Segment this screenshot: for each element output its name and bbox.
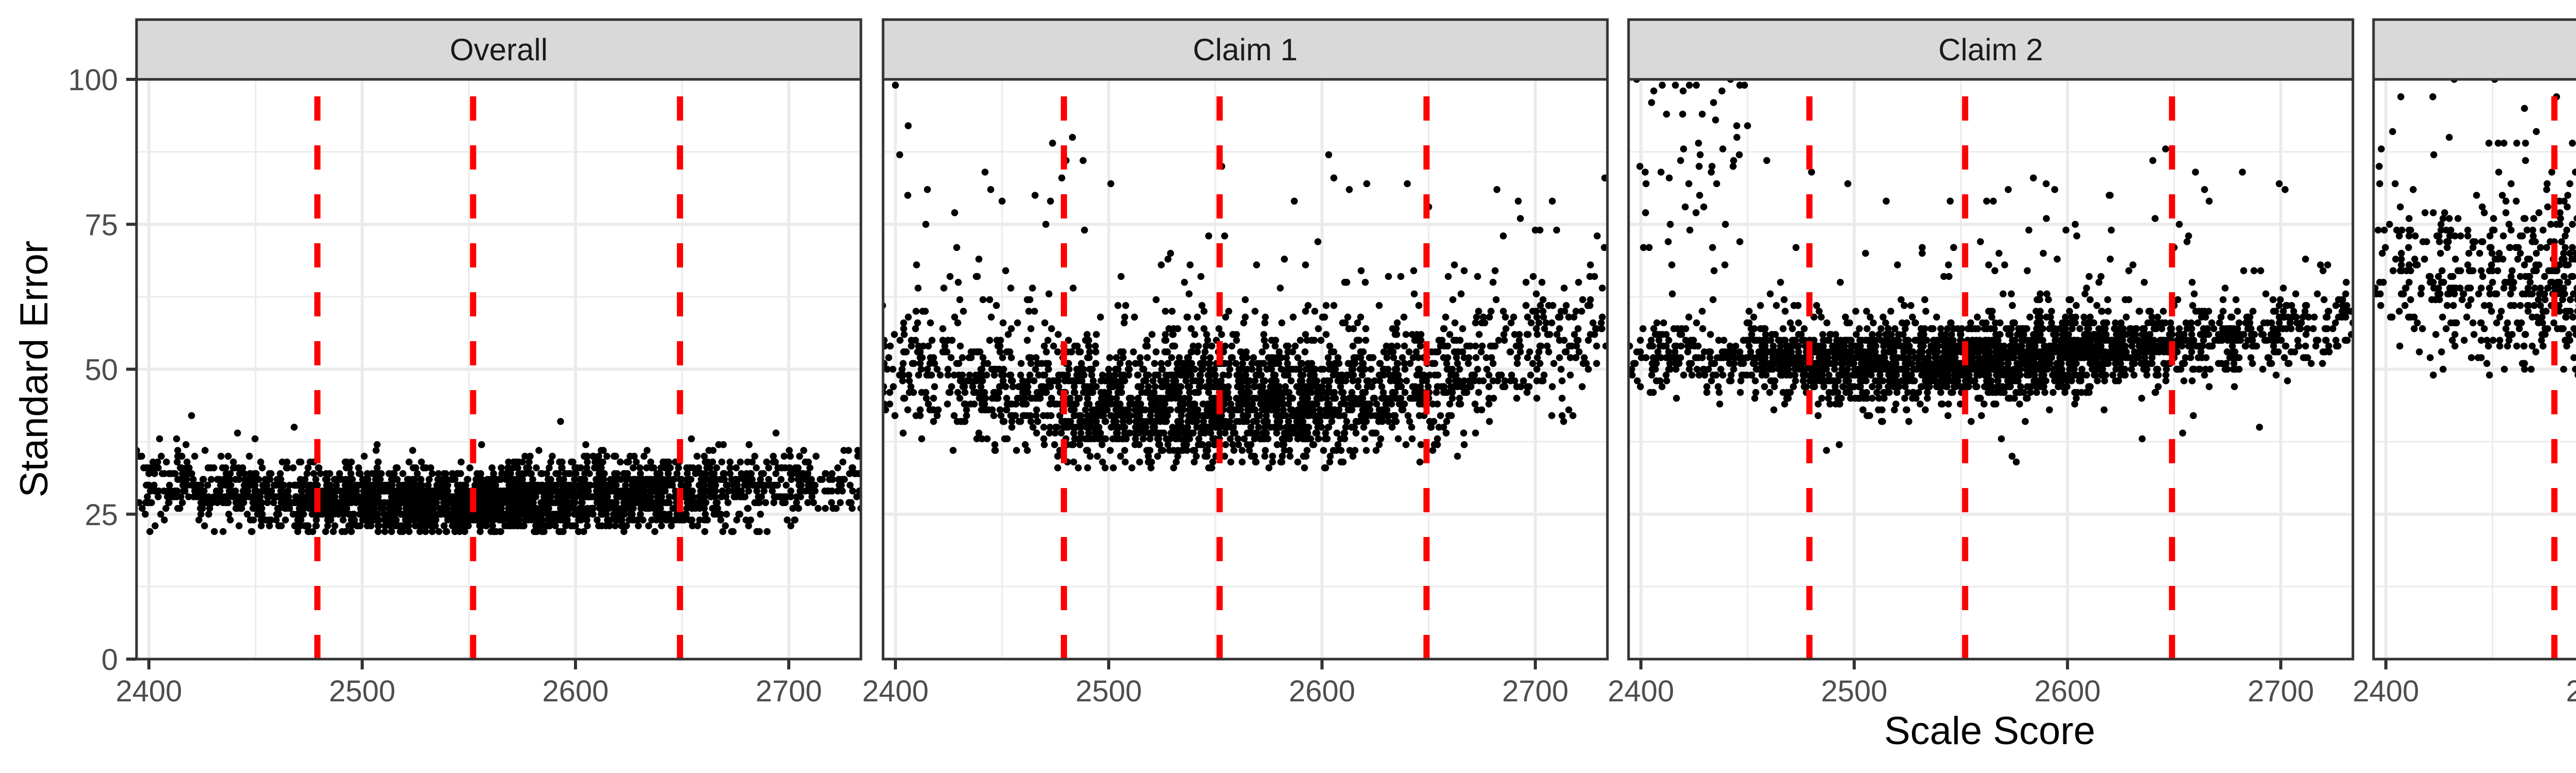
x-tick-label: 2400 xyxy=(862,675,928,708)
strip-label: Overall xyxy=(450,32,548,67)
facet-panel-overall: Overall 2400 2500 2600 2700 xyxy=(115,20,864,708)
y-tick-label: 25 xyxy=(84,498,118,532)
y-tick-label: 0 xyxy=(101,643,118,677)
x-tick-label: 2600 xyxy=(542,675,608,708)
y-tick-label: 50 xyxy=(84,354,118,387)
x-tick-label: 2400 xyxy=(1607,675,1674,708)
x-tick-label: 2700 xyxy=(1502,675,1568,708)
x-axis-title: Scale Score xyxy=(1884,709,2095,753)
x-tick-label: 2400 xyxy=(2352,675,2419,708)
x-tick-label: 2700 xyxy=(755,675,822,708)
facet-panel-claim-2: Claim 2 2400 2500 2600 2700 xyxy=(1607,20,2356,708)
facet-strip: Claim 2 xyxy=(1629,20,2353,79)
x-tick-label: 2500 xyxy=(1821,675,1887,708)
y-tick-label: 100 xyxy=(68,63,118,97)
strip-background xyxy=(2374,20,2576,79)
facet-strip: Overall xyxy=(137,20,861,79)
facet-strip: Claim 3 xyxy=(2374,20,2576,79)
facet-panel-claim-1: Claim 1 2400 2500 2600 2700 xyxy=(862,20,1609,708)
y-tick-label: 75 xyxy=(84,208,118,242)
facet-strip: Claim 1 xyxy=(883,20,1607,79)
x-tick-label: 2600 xyxy=(1289,675,1355,708)
y-axis-title: Standard Error xyxy=(12,241,56,497)
x-tick-label: 2500 xyxy=(1075,675,1142,708)
strip-label: Claim 2 xyxy=(1938,32,2043,67)
facet-panel-claim-3: Claim 32400250026002700 xyxy=(2352,20,2576,708)
x-tick-label: 2600 xyxy=(2034,675,2100,708)
facet-panels: Overall 2400 2500 2600 2700 Claim 1 2400 2500 26… xyxy=(115,20,2576,708)
x-tick-label: 2500 xyxy=(2566,675,2576,708)
x-tick-label: 2700 xyxy=(2247,675,2314,708)
strip-label: Claim 1 xyxy=(1193,32,1297,67)
x-tick-label: 2500 xyxy=(329,675,395,708)
x-tick-label: 2400 xyxy=(115,675,182,708)
